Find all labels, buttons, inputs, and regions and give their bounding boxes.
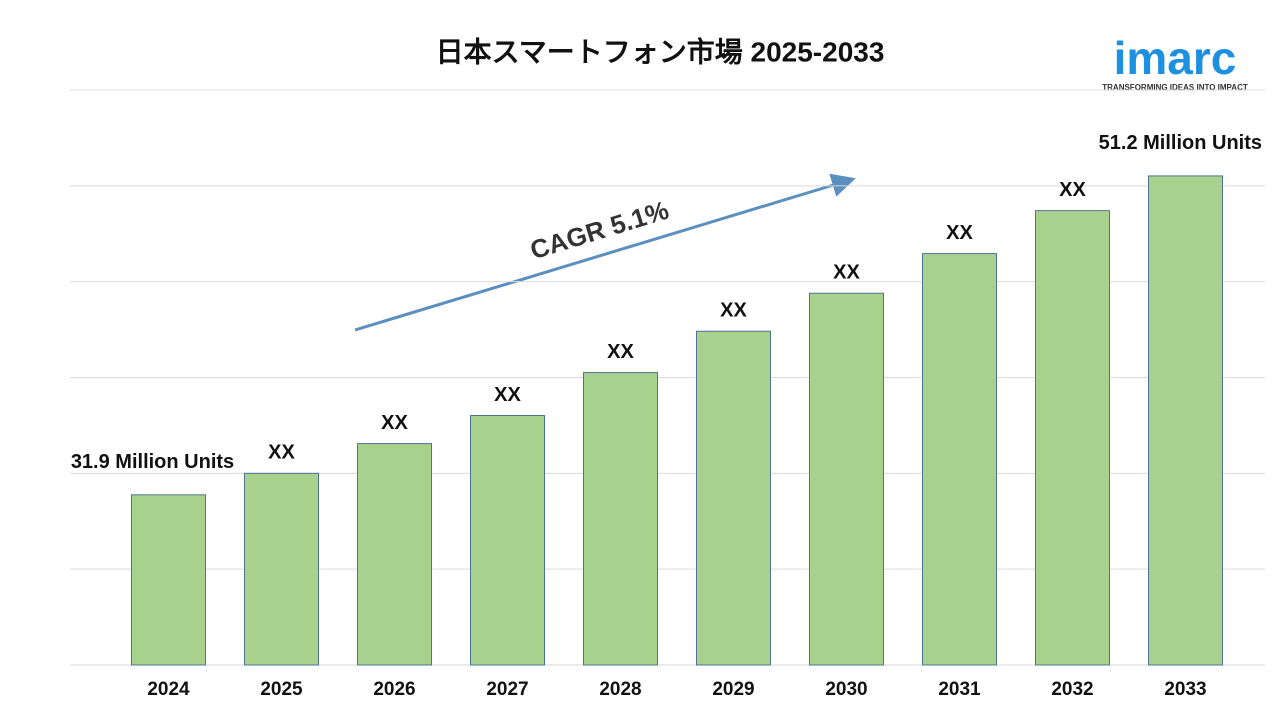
bar bbox=[1035, 210, 1110, 666]
value-label: XX bbox=[833, 262, 860, 284]
x-tick-label: 2031 bbox=[938, 679, 981, 700]
x-tick-label: 2032 bbox=[1051, 679, 1093, 700]
bar bbox=[583, 372, 658, 666]
x-tick-label: 2033 bbox=[1164, 679, 1206, 700]
value-label: XX bbox=[381, 412, 408, 434]
value-label: XX bbox=[720, 300, 747, 322]
logo-tagline: TRANSFORMING IDEAS INTO IMPACT bbox=[1102, 83, 1248, 92]
x-tick-label: 2026 bbox=[373, 679, 415, 700]
x-tick-label: 2027 bbox=[486, 679, 528, 700]
x-tick-label: 2024 bbox=[147, 679, 190, 700]
bar bbox=[696, 330, 771, 666]
value-label: 51.2 Million Units bbox=[1099, 132, 1262, 154]
value-label: XX bbox=[946, 222, 973, 244]
x-tick-label: 2028 bbox=[599, 679, 641, 700]
bar bbox=[1148, 175, 1223, 666]
logo-name: imarc bbox=[1114, 32, 1237, 84]
bar bbox=[922, 253, 997, 666]
x-tick-label: 2029 bbox=[712, 679, 754, 700]
value-label: XX bbox=[1059, 179, 1086, 201]
value-label: XX bbox=[268, 442, 295, 464]
bar bbox=[809, 292, 884, 666]
value-label: XX bbox=[494, 384, 521, 406]
bar bbox=[357, 443, 432, 666]
bar bbox=[470, 415, 545, 666]
x-tick-label: 2030 bbox=[825, 679, 867, 700]
bar bbox=[244, 472, 319, 666]
x-tick-label: 2025 bbox=[260, 679, 303, 700]
value-label: 31.9 Million Units bbox=[71, 451, 234, 473]
chart-title: 日本スマートフォン市場 2025-2033 bbox=[436, 35, 885, 67]
cagr-arrow bbox=[354, 173, 856, 332]
bar bbox=[131, 494, 206, 666]
value-label: XX bbox=[607, 341, 634, 363]
